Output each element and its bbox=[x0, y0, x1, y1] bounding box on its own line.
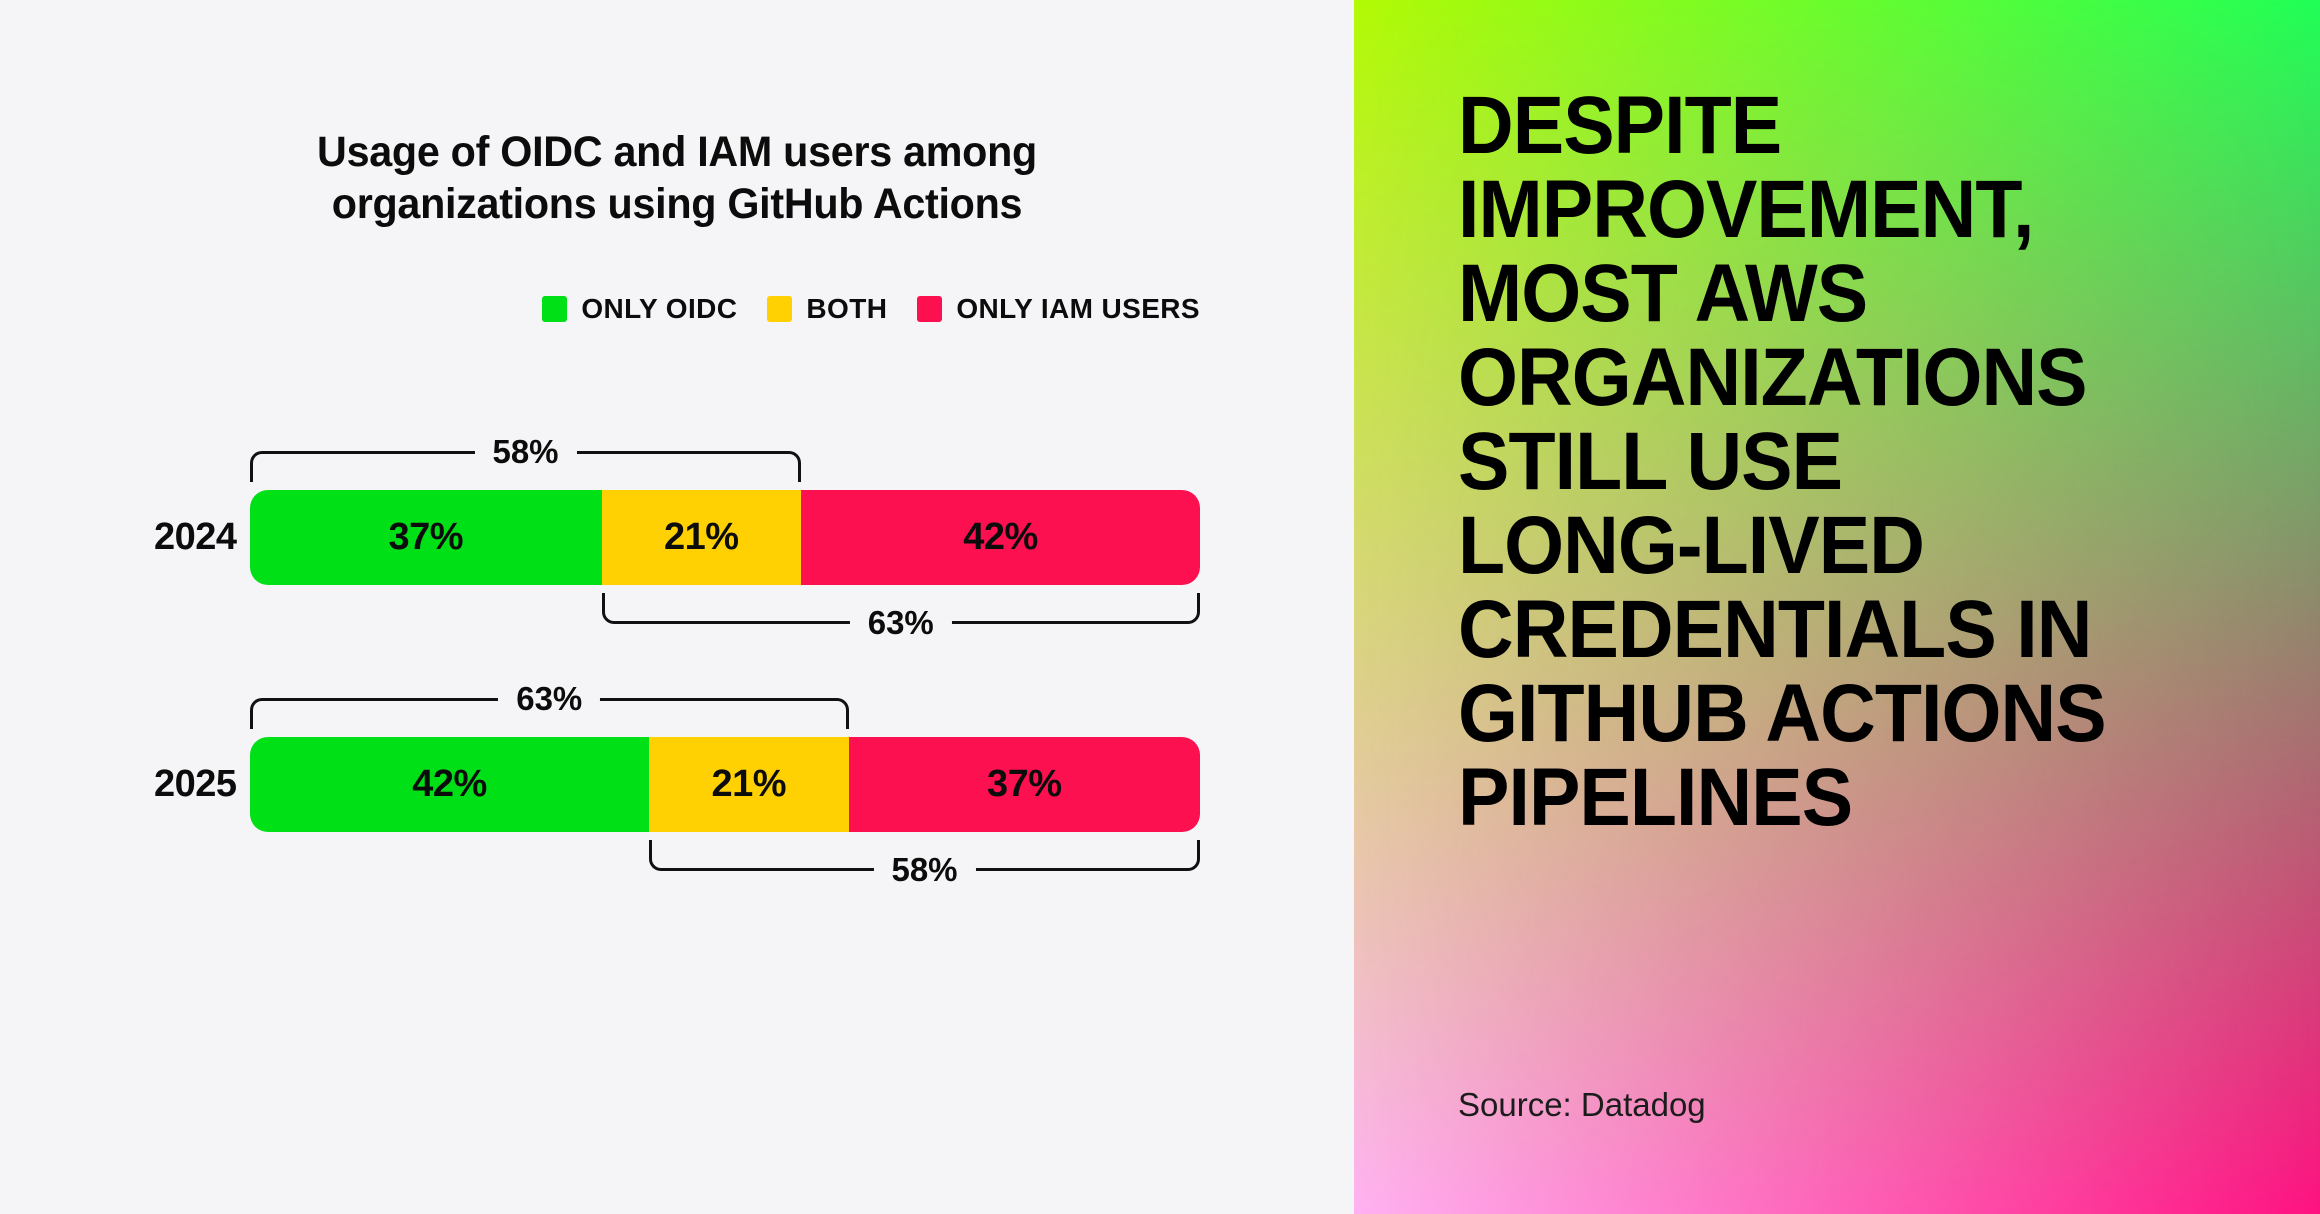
segment-label: 37% bbox=[388, 515, 464, 558]
headline-line: DESPITE bbox=[1458, 80, 1782, 171]
headline-line: STILL USE bbox=[1458, 416, 1843, 507]
chart-title-line-2: organizations using GitHub Actions bbox=[331, 180, 1023, 229]
bar-segment-both: 21% bbox=[601, 489, 801, 585]
legend-item-both: BOTH bbox=[767, 293, 887, 325]
headline-line: CREDENTIALS IN bbox=[1458, 584, 2092, 675]
legend-swatch-yellow bbox=[767, 295, 793, 322]
headline-panel: DESPITE IMPROVEMENT, MOST AWS ORGANIZATI… bbox=[1354, 0, 2320, 1214]
headline-line: GITHUB ACTIONS bbox=[1458, 668, 2107, 759]
stacked-bar-2025: 42% 21% 37% bbox=[250, 736, 1200, 832]
legend-item-only-iam-users: ONLY IAM USERS bbox=[917, 293, 1200, 325]
chart-title: Usage of OIDC and IAM users among organi… bbox=[175, 126, 1179, 231]
legend-item-only-oidc: ONLY OIDC bbox=[542, 293, 737, 325]
poster-content: DESPITE IMPROVEMENT, MOST AWS ORGANIZATI… bbox=[1354, 0, 2320, 1214]
bracket-iam-total-2025: 58% bbox=[649, 839, 1200, 889]
headline-line: LONG-LIVED bbox=[1458, 500, 1925, 591]
legend-label: BOTH bbox=[806, 292, 888, 324]
bar-row-2025: 2025 63% 42% 21% 37% 58% bbox=[154, 679, 1200, 889]
bar-row-2024: 2024 58% 37% 21% 42% 63% bbox=[154, 432, 1200, 642]
bracket-label: 58% bbox=[873, 850, 976, 889]
legend-label: ONLY OIDC bbox=[581, 292, 738, 324]
headline-line: ORGANIZATIONS bbox=[1458, 332, 2088, 423]
bracket-oidc-total-2025: 63% bbox=[250, 679, 849, 729]
year-label-2024: 2024 bbox=[154, 515, 237, 558]
bar-segment-both: 21% bbox=[649, 736, 849, 832]
bracket-oidc-total-2024: 58% bbox=[250, 432, 801, 482]
stacked-bar-2024: 37% 21% 42% bbox=[250, 489, 1200, 585]
segment-label: 21% bbox=[711, 762, 787, 805]
bar-segment-only-iam-users: 42% bbox=[801, 489, 1200, 585]
source-attribution: Source: Datadog bbox=[1458, 1086, 1706, 1123]
legend-swatch-red bbox=[917, 295, 943, 322]
segment-label: 42% bbox=[963, 515, 1038, 558]
bar-segment-only-oidc: 37% bbox=[250, 489, 602, 585]
poster-headline: DESPITE IMPROVEMENT, MOST AWS ORGANIZATI… bbox=[1458, 80, 2107, 843]
bracket-label: 63% bbox=[849, 603, 952, 642]
year-label-2025: 2025 bbox=[154, 762, 237, 805]
headline-line: PIPELINES bbox=[1458, 752, 1853, 843]
bar-wrap-2024: 58% 37% 21% 42% 63% bbox=[250, 432, 1200, 642]
bar-segment-only-iam-users: 37% bbox=[848, 736, 1200, 832]
bar-wrap-2025: 63% 42% 21% 37% 58% bbox=[250, 679, 1200, 889]
legend-label: ONLY IAM USERS bbox=[956, 292, 1200, 324]
chart-area: Usage of OIDC and IAM users among organi… bbox=[154, 0, 1200, 889]
headline-line: MOST AWS bbox=[1458, 248, 1868, 339]
chart-panel: Usage of OIDC and IAM users among organi… bbox=[154, 0, 1200, 889]
bracket-label: 63% bbox=[498, 679, 601, 718]
headline-line: IMPROVEMENT, bbox=[1458, 164, 2034, 255]
legend-swatch-green bbox=[542, 295, 568, 322]
segment-label: 21% bbox=[663, 515, 739, 558]
segment-label: 42% bbox=[412, 762, 487, 805]
bracket-iam-total-2024: 63% bbox=[601, 592, 1200, 642]
segment-label: 37% bbox=[986, 762, 1062, 805]
chart-legend: ONLY OIDC BOTH ONLY IAM USERS bbox=[154, 293, 1200, 325]
bar-segment-only-oidc: 42% bbox=[250, 736, 649, 832]
bracket-label: 58% bbox=[474, 432, 577, 471]
chart-title-line-1: Usage of OIDC and IAM users among bbox=[317, 128, 1037, 176]
